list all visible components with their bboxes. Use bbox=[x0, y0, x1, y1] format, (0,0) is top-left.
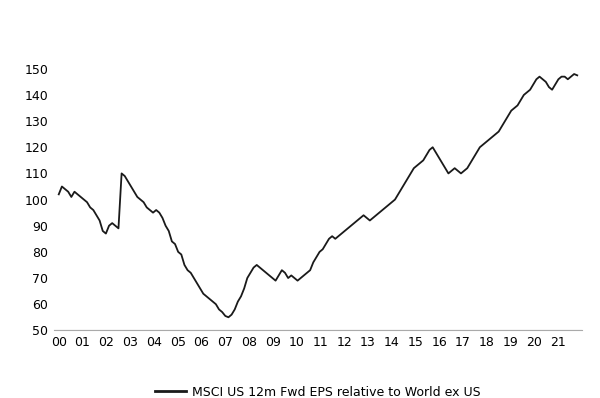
Text: MSCI US 12m Fwd. EPS relative: MSCI US 12m Fwd. EPS relative bbox=[9, 17, 327, 35]
Legend: MSCI US 12m Fwd EPS relative to World ex US: MSCI US 12m Fwd EPS relative to World ex… bbox=[150, 380, 486, 398]
